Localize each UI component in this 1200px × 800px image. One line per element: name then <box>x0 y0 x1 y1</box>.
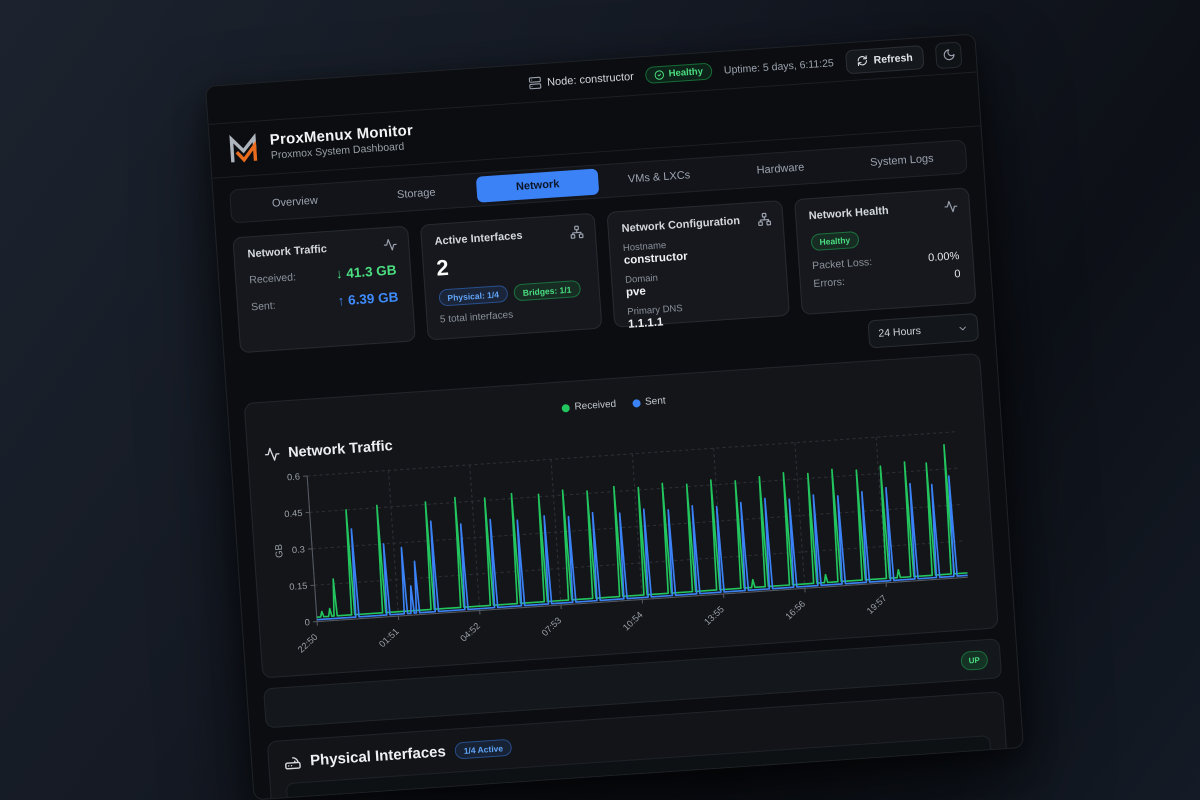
network-tree-icon <box>756 212 771 227</box>
packet-loss-label: Packet Loss: <box>811 256 873 273</box>
stats-row: Network Traffic Received: ↓ 41.3 GB Sent… <box>232 187 977 354</box>
time-range-value: 24 Hours <box>878 324 922 340</box>
physical-count-badge: Physical: 1/4 <box>437 284 509 307</box>
svg-text:13:55: 13:55 <box>702 604 726 627</box>
activity-icon <box>382 237 397 252</box>
active-interface-count: 2 <box>435 254 450 281</box>
svg-text:01:51: 01:51 <box>377 626 401 649</box>
legend-dot <box>561 403 570 412</box>
dashboard-window: Node: constructor Healthy Uptime: 5 days… <box>205 33 1024 800</box>
health-status-label: Healthy <box>668 66 704 80</box>
packet-loss-value: 0.00% <box>927 250 960 265</box>
network-configuration-card: Network Configuration Hostname construct… <box>606 200 790 331</box>
health-status-badge: Healthy <box>645 62 713 84</box>
tab-hardware[interactable]: Hardware <box>756 161 805 177</box>
server-icon <box>528 76 542 90</box>
network-traffic-card: Network Traffic Received: ↓ 41.3 GB Sent… <box>232 225 416 354</box>
active-interfaces-card: Active Interfaces 2 Physical: 1/4 Bridge… <box>419 212 603 341</box>
received-value: ↓ 41.3 GB <box>335 262 397 282</box>
router-icon <box>284 753 302 771</box>
card-title: Active Interfaces <box>434 229 523 248</box>
physical-interfaces-title: Physical Interfaces <box>309 743 447 770</box>
bridges-count-badge: Bridges: 1/1 <box>513 279 581 302</box>
card-title: Network Traffic <box>247 243 328 261</box>
svg-text:22:50: 22:50 <box>296 632 320 655</box>
tab-system-logs[interactable]: System Logs <box>869 152 934 169</box>
svg-text:10:54: 10:54 <box>621 610 645 633</box>
svg-text:16:56: 16:56 <box>783 599 807 622</box>
refresh-label: Refresh <box>873 51 914 66</box>
chevron-down-icon <box>957 322 969 334</box>
card-title: Network Configuration <box>621 214 741 235</box>
svg-text:0.3: 0.3 <box>292 544 306 555</box>
up-status-badge: UP <box>960 649 989 671</box>
card-title: Network Health <box>808 204 890 223</box>
sent-value: ↑ 6.39 GB <box>337 289 399 309</box>
received-label: Received: <box>248 270 297 286</box>
refresh-button[interactable]: Refresh <box>844 44 925 74</box>
physical-interfaces-card: Physical Interfaces 1/4 Active enp3s0 Ph… <box>266 691 1011 800</box>
chart-header: Network Traffic Received Sent <box>264 395 967 463</box>
moon-icon <box>942 48 956 62</box>
interface-name: enp3s0 <box>326 794 370 800</box>
svg-text:0.45: 0.45 <box>284 508 303 519</box>
proxmenux-logo <box>225 130 261 166</box>
tab-vms-lxcs[interactable]: VMs & LXCs <box>627 169 691 186</box>
interface-type-badge: Physical <box>378 787 433 800</box>
refresh-icon <box>856 55 868 67</box>
top-bar: Node: constructor Healthy Uptime: 5 days… <box>206 34 977 125</box>
dark-mode-toggle[interactable] <box>934 40 963 69</box>
errors-value: 0 <box>954 268 961 281</box>
svg-text:19:57: 19:57 <box>865 593 889 616</box>
legend-dot <box>631 398 641 408</box>
tab-overview[interactable]: Overview <box>271 194 319 210</box>
physical-interfaces-header: Physical Interfaces 1/4 Active <box>284 706 990 771</box>
node-label: Node: constructor <box>546 70 635 89</box>
activity-icon <box>943 199 958 214</box>
svg-text:0.6: 0.6 <box>287 472 301 483</box>
total-interfaces-note: 5 total interfaces <box>439 309 514 326</box>
health-badge: Healthy <box>809 230 860 251</box>
legend-item: Received <box>561 399 617 414</box>
time-range-row: 24 Hours <box>241 313 980 391</box>
network-icon <box>569 225 584 240</box>
svg-text:07:53: 07:53 <box>540 615 564 638</box>
errors-label: Errors: <box>812 275 846 291</box>
svg-text:04:52: 04:52 <box>458 621 482 644</box>
chart-title: Network Traffic <box>287 438 394 462</box>
svg-text:GB: GB <box>274 544 286 558</box>
network-health-card: Network Health Healthy Packet Loss: 0.00… <box>793 187 977 315</box>
tab-storage[interactable]: Storage <box>396 186 436 202</box>
network-traffic-chart-card: Network Traffic Received Sent 0 0.15 0.3 0.… <box>243 352 999 679</box>
svg-text:0: 0 <box>304 617 310 627</box>
svg-text:0.15: 0.15 <box>289 581 308 592</box>
uptime-text: Uptime: 5 days, 6:11:25 <box>723 56 835 77</box>
legend-item: Sent <box>631 395 666 408</box>
check-circle-icon <box>654 69 665 80</box>
tab-network[interactable]: Network <box>476 168 600 203</box>
wifi-icon <box>301 797 317 800</box>
node-indicator: Node: constructor <box>528 70 634 90</box>
chart-legend: Received Sent <box>262 375 965 434</box>
brand-header: ProxMenux Monitor Proxmox System Dashboa… <box>208 72 981 179</box>
sent-label: Sent: <box>250 299 277 313</box>
traffic-chart: 0 0.15 0.3 0.45 0.6 22:50 01:51 04:52 07:53 10:54… <box>274 431 968 655</box>
active-count-badge: 1/4 Active <box>454 738 513 760</box>
time-range-select[interactable]: 24 Hours <box>867 313 980 349</box>
activity-icon <box>264 446 281 463</box>
